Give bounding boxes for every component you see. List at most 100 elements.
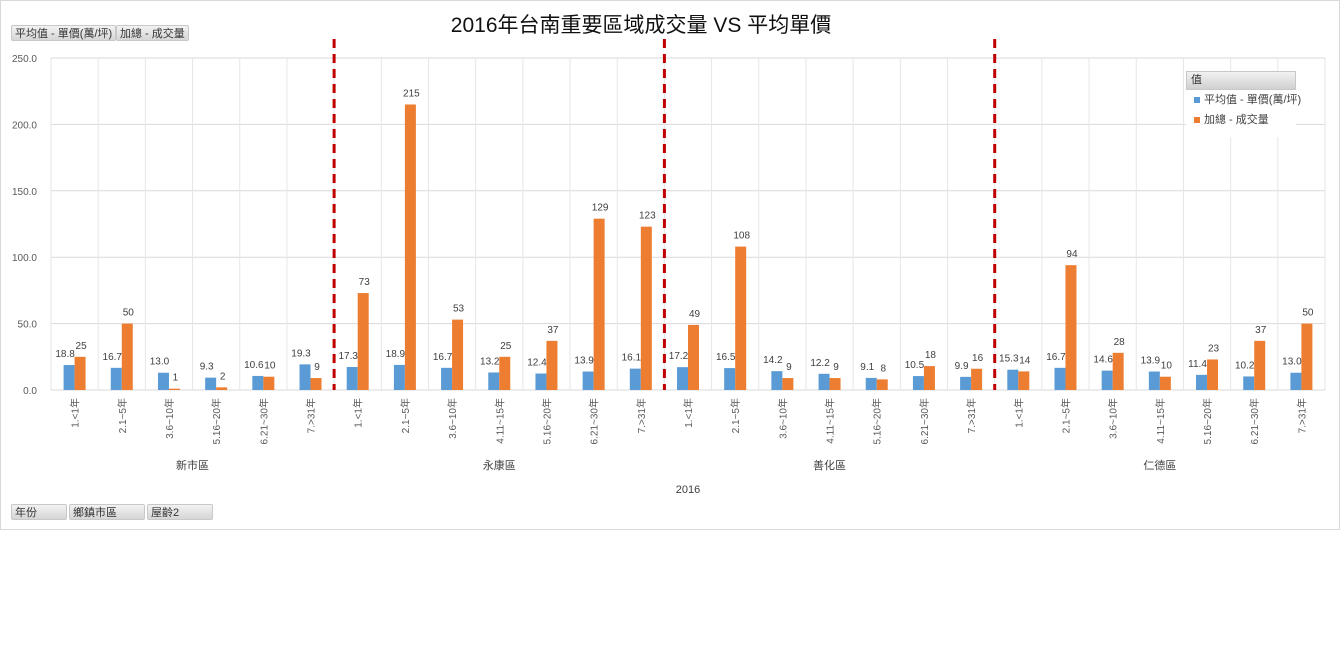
bar-price: [441, 367, 453, 390]
category-tick-label: 6.21~30年: [918, 398, 931, 444]
plot-area: 0.050.0100.0150.0200.0250.018.82516.7501…: [12, 39, 1326, 496]
data-label-price: 17.2: [669, 351, 689, 362]
data-label-price: 9.1: [860, 362, 874, 373]
legend-item-volume: 加總 - 成交量: [1186, 110, 1296, 130]
bar-volume: [1207, 359, 1219, 390]
category-tick-label: 2.1~5年: [399, 398, 412, 433]
bar-volume: [546, 340, 558, 390]
group-label: 仁德區: [1143, 458, 1176, 472]
bar-volume: [876, 379, 888, 390]
bar-price: [299, 364, 311, 390]
y-tick-label: 150.0: [12, 187, 37, 198]
value-field-volume-button[interactable]: 加總 - 成交量: [116, 25, 189, 41]
data-label-volume: 37: [547, 325, 559, 336]
bar-price: [393, 364, 405, 390]
bar-volume: [1065, 265, 1077, 390]
group-label: 善化區: [813, 458, 846, 472]
category-tick-label: 6.21~30年: [588, 398, 601, 444]
data-label-volume: 50: [123, 308, 135, 319]
data-label-volume: 10: [1161, 361, 1173, 372]
bar-volume: [971, 368, 983, 390]
bar-price: [252, 375, 264, 390]
y-tick-label: 200.0: [12, 120, 37, 131]
legend-swatch-volume: [1194, 117, 1200, 123]
category-tick-label: 4.11~15年: [1154, 398, 1167, 444]
data-label-price: 17.3: [338, 351, 358, 362]
category-tick-label: 4.11~15年: [824, 398, 837, 444]
category-tick-label: 5.16~20年: [540, 398, 553, 444]
bar-price: [488, 372, 500, 390]
bar-volume: [829, 378, 841, 390]
year-label: 2016: [676, 484, 700, 496]
category-tick-label: 5.16~20年: [1201, 398, 1214, 444]
value-field-price-button[interactable]: 平均值 - 單價(萬/坪): [11, 25, 117, 41]
bar-price: [771, 371, 783, 390]
data-label-volume: 9: [314, 362, 320, 373]
bar-price: [818, 373, 830, 390]
group-label: 新市區: [176, 458, 209, 472]
data-label-volume: 94: [1066, 249, 1078, 260]
data-label-price: 19.3: [291, 348, 311, 359]
row-field-year-button[interactable]: 年份: [11, 504, 67, 520]
category-tick-label: 6.21~30年: [257, 398, 270, 444]
category-tick-label: 7.>31年: [635, 398, 648, 433]
data-label-price: 13.9: [574, 356, 594, 367]
bar-volume: [74, 356, 86, 390]
row-field-district-button[interactable]: 鄉鎮市區: [69, 504, 145, 520]
category-tick-label: 7.>31年: [305, 398, 318, 433]
data-label-price: 10.5: [905, 360, 925, 371]
bar-price: [1148, 371, 1160, 390]
data-label-volume: 215: [403, 88, 420, 99]
bar-price: [205, 377, 217, 390]
bar-volume: [263, 376, 275, 390]
bar-price: [535, 373, 547, 390]
group-label: 永康區: [483, 458, 516, 472]
data-label-volume: 16: [972, 353, 984, 364]
category-tick-label: 6.21~30年: [1248, 398, 1261, 444]
bar-volume: [452, 319, 464, 390]
bar-price: [629, 368, 641, 390]
legend[interactable]: 值 平均值 - 單價(萬/坪) 加總 - 成交量: [1186, 71, 1301, 137]
bar-price: [1054, 367, 1066, 390]
data-label-volume: 23: [1208, 343, 1220, 354]
data-label-volume: 25: [76, 341, 88, 352]
legend-item-price: 平均值 - 單價(萬/坪): [1186, 90, 1301, 110]
data-label-volume: 37: [1255, 325, 1267, 336]
bar-price: [865, 377, 877, 390]
data-label-price: 18.9: [386, 349, 406, 360]
category-tick-label: 2.1~5年: [116, 398, 129, 433]
bar-price: [346, 367, 358, 390]
data-label-volume: 49: [689, 309, 701, 320]
bar-volume: [1159, 376, 1171, 390]
bar-volume: [357, 293, 369, 390]
data-label-volume: 2: [220, 371, 226, 382]
data-label-volume: 1: [173, 373, 179, 384]
data-label-volume: 123: [639, 211, 656, 222]
data-label-volume: 108: [733, 231, 750, 242]
y-tick-label: 0.0: [23, 386, 37, 397]
category-tick-label: 3.6~10年: [1107, 398, 1120, 439]
bar-price: [677, 367, 688, 390]
bar-volume: [688, 324, 699, 390]
data-label-volume: 129: [592, 203, 609, 214]
data-label-price: 13.9: [1141, 356, 1161, 367]
data-label-price: 9.9: [955, 361, 969, 372]
bar-volume: [593, 218, 605, 390]
category-tick-label: 1.<1年: [352, 398, 365, 428]
bar-price: [1101, 370, 1113, 390]
legend-header[interactable]: 值: [1186, 71, 1296, 90]
legend-label-price: 平均值 - 單價(萬/坪): [1204, 94, 1302, 106]
bar-price: [1290, 372, 1302, 390]
bar-price: [110, 367, 122, 390]
bar-price: [1007, 369, 1019, 390]
data-label-volume: 25: [500, 341, 512, 352]
data-label-volume: 18: [925, 350, 937, 361]
data-label-volume: 8: [880, 363, 886, 374]
bar-volume: [168, 388, 180, 390]
data-label-price: 16.7: [103, 352, 123, 363]
bar-price: [1243, 376, 1255, 390]
row-field-age-button[interactable]: 屋齡2: [147, 504, 213, 520]
data-label-price: 9.3: [200, 362, 214, 373]
data-label-price: 12.2: [810, 358, 830, 369]
bar-price: [724, 368, 736, 390]
